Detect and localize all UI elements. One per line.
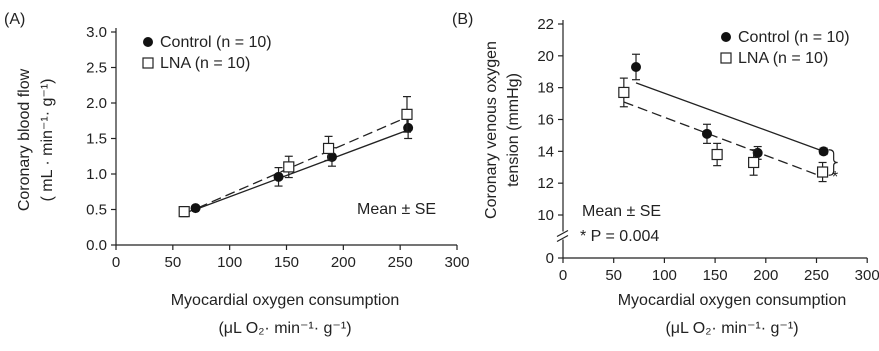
panel-b-label: (B) [452, 11, 473, 28]
panel-b-axis-break-mark [556, 229, 569, 238]
panel-b-series-2-point [748, 156, 760, 169]
panel-b-y-tick-label: 22 [537, 16, 554, 33]
panel-b-ylabel-2: tension (mmHg) [505, 73, 522, 187]
panel-b-y-tick-label: 14 [537, 143, 554, 160]
panel-a-x-tick-label: 250 [388, 254, 413, 271]
panel-b-series-2-point [816, 166, 829, 178]
panel-b-legend-marker [721, 32, 731, 42]
panel-a-y-tick-label: 3.0 [86, 24, 107, 41]
panel-a-x-tick-label: 50 [164, 254, 181, 271]
panel-b-series-2-point [711, 148, 723, 161]
panel-b-x-tick-label: 150 [703, 267, 728, 284]
panel-b-xlabel-1: Myocardial oxygen consumption [618, 292, 847, 309]
panel-a-y-tick-label: 0.5 [86, 202, 107, 219]
panel-b-annotation: Mean ± SE [582, 203, 661, 220]
panel-b-axis-break-mark [556, 234, 569, 243]
chart-marks: 0 50 100 150 200 250 3000.00.51.01.52.02.53.0C… [86, 16, 879, 284]
panel-b-legend-label: LNA (n = 10) [738, 50, 828, 67]
panel-a-x-tick-label: 100 [217, 254, 242, 271]
panel-a-y-tick-label: 2.0 [86, 95, 107, 112]
panel-a-legend-label: Control (n = 10) [160, 34, 272, 51]
panel-b-sig-marker: * [832, 169, 838, 186]
panel-a-series-1-point [273, 171, 284, 182]
panel-b-y-tick-label: 20 [537, 48, 554, 65]
panel-a-xlabel-2: (μL O₂· min⁻¹· g⁻¹) [218, 320, 351, 337]
panel-a-x-tick-label: 0 [112, 254, 120, 271]
panel-b-plot: 0 50 100 150 200 250 300 0 10 12 14 16 18 20 22 Control… [537, 16, 879, 284]
panel-a-series-2-fit-line [183, 116, 408, 215]
panel-a-series-1-fit-line [195, 129, 409, 211]
panel-b-x-tick-label: 250 [804, 267, 829, 284]
panel-a-series-2-point [401, 108, 413, 120]
panel-b-xlabel-2: (μL O₂· min⁻¹· g⁻¹) [665, 320, 798, 337]
panel-a-label: (A) [4, 11, 25, 28]
panel-a-series-1-point [190, 203, 201, 214]
panel-b-axis-break-gap [557, 231, 569, 240]
panel-b-series-1-point [701, 128, 712, 139]
panel-a-annotation: Mean ± SE [357, 201, 436, 218]
panel-b-x-tick-label: 200 [753, 267, 778, 284]
panel-a-legend-marker [143, 37, 153, 47]
panel-b-stat-annotation: * P = 0.004 [580, 228, 659, 245]
panel-b-series-1-point [752, 147, 763, 158]
panel-a-y-tick-label: 2.5 [86, 60, 107, 77]
panel-b-x-tick-label: 100 [652, 267, 677, 284]
panel-a-x-tick-label: 200 [331, 254, 356, 271]
panel-a-y-tick-label: 0.0 [86, 237, 107, 254]
panel-a-legend-marker [142, 57, 154, 69]
panel-b-series-1-point [818, 146, 829, 157]
panel-b-series-1-fit-line [635, 82, 824, 152]
panel-a-plot: 0 50 100 150 200 250 300 0.0 0.5 1.0 1.5 2.0 2.5 3.0 C… [86, 24, 469, 271]
panel-a-y-tick-label: 1.5 [86, 131, 107, 148]
panel-b-x-tick-label: 50 [605, 267, 622, 284]
panel-b-y-tick-label: 10 [537, 207, 554, 224]
panel-a-series-1-point [403, 122, 414, 133]
panel-a-series-2-point [178, 206, 190, 218]
panel-b-series-2-point [618, 86, 630, 99]
panel-b-x-tick-label: 300 [855, 267, 879, 284]
panel-b-significance-brace [828, 149, 838, 176]
panel-a-xlabel-1: Myocardial oxygen consumption [171, 292, 400, 309]
panel-a-ylabel-1: Coronary blood flow [16, 68, 33, 211]
panel-b-y-tick-label: 12 [537, 175, 554, 192]
panel-a-ylabel-2: ( mL · min⁻¹· g⁻¹) [39, 79, 56, 202]
panel-b-y-tick-label: 0 [546, 250, 554, 267]
panel-a-legend-label: LNA (n = 10) [160, 55, 250, 72]
panel-b-series-2-fit-line [623, 101, 823, 178]
panel-a-series-2-point [283, 161, 295, 173]
panel-b-y-tick-label: 18 [537, 80, 554, 97]
panel-a-series-1-point [326, 151, 337, 162]
panel-a-x-tick-label: 300 [444, 254, 469, 271]
panel-b-y-tick-label: 16 [537, 112, 554, 129]
panel-b-x-tick-label: 0 [559, 267, 567, 284]
panel-b-series-1-point [631, 61, 642, 72]
panel-a-y-tick-label: 1.0 [86, 166, 107, 183]
panel-a-x-tick-label: 150 [274, 254, 299, 271]
panel-b-legend-label: Control (n = 10) [738, 29, 850, 46]
panel-b-ylabel-1: Coronary venous oxygen [483, 41, 500, 219]
panel-a-series-2-point [322, 142, 335, 155]
panel-b-legend-marker [720, 52, 732, 64]
